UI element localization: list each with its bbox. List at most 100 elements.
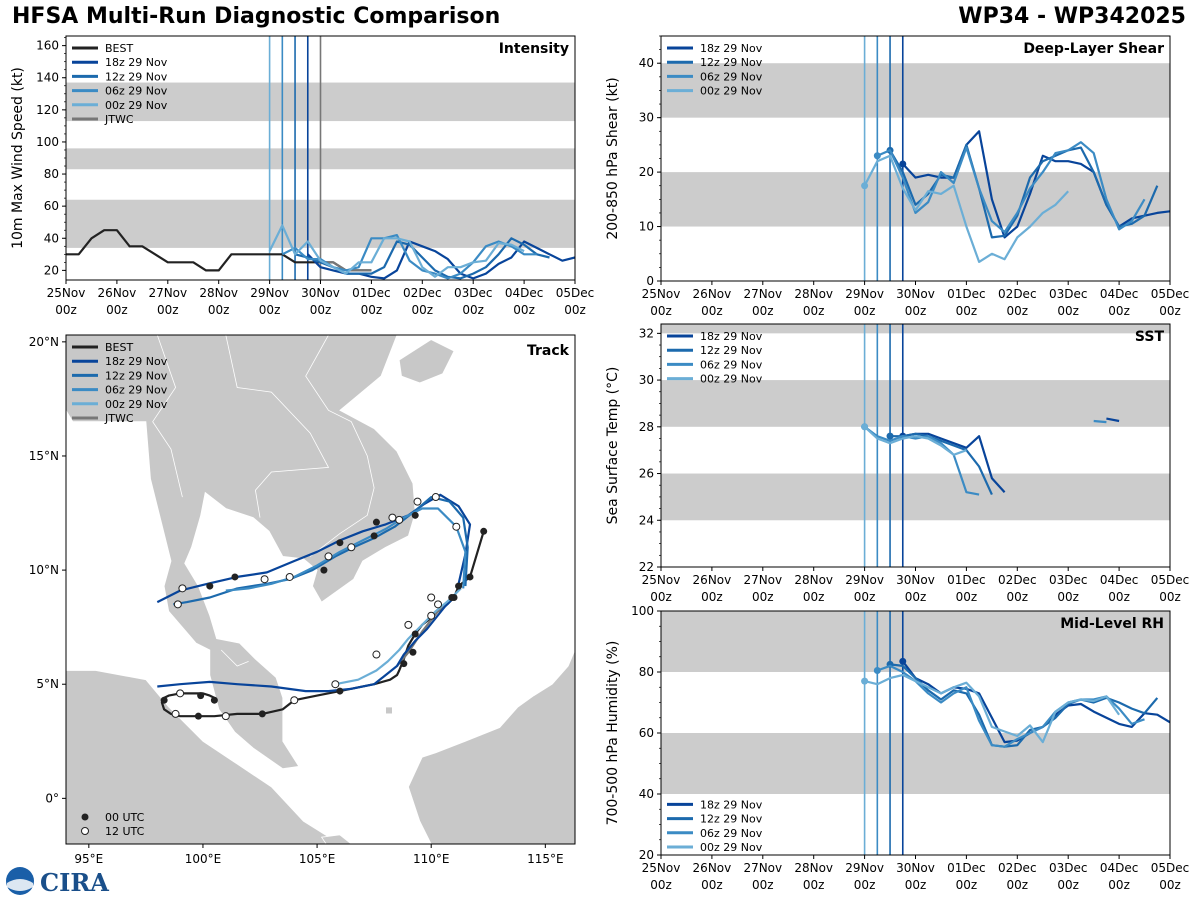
track-point-12utc	[431, 493, 440, 502]
x-tick-label: 01Dec	[947, 287, 986, 301]
track-line	[156, 493, 472, 604]
x-tick-sublabel: 00z	[259, 303, 281, 317]
track-point-00utc	[194, 712, 202, 720]
series-start-point	[861, 677, 869, 685]
y-tick-label: 28	[639, 420, 654, 434]
x-tick-label: 04Dec	[1100, 287, 1139, 301]
land-area	[320, 834, 352, 844]
panel-title: Track	[527, 343, 570, 359]
x-tick-label: 04Dec	[1100, 861, 1139, 875]
x-tick-sublabel: 00z	[752, 590, 774, 604]
legend-label: 00z 29 Nov	[700, 373, 763, 386]
x-tick-label: 03Dec	[454, 286, 493, 300]
series-start-point	[886, 432, 894, 440]
legend-label: BEST	[105, 42, 133, 55]
y-tick-label: 80	[44, 167, 59, 181]
legend-label: 18z 29 Nov	[700, 42, 763, 55]
track-point-00utc	[448, 593, 456, 601]
x-tick-sublabel: 00z	[650, 878, 672, 892]
series-start-point	[873, 666, 881, 674]
x-tick-sublabel: 00z	[1159, 590, 1181, 604]
track-point-12utc	[413, 497, 422, 506]
x-tick-sublabel: 00z	[310, 303, 332, 317]
x-tick-sublabel: 00z	[650, 590, 672, 604]
legend-label: 06z 29 Nov	[105, 384, 168, 397]
y-tick-label: 100	[36, 135, 59, 149]
x-tick-sublabel: 00z	[701, 590, 723, 604]
series-group	[66, 224, 575, 280]
legend-label: 12z 29 Nov	[700, 56, 763, 69]
track-line	[157, 594, 458, 693]
x-tick-sublabel: 00z	[803, 590, 825, 604]
x-tick-label: 03Dec	[1049, 287, 1088, 301]
y-axis-label: Sea Surface Temp (°C)	[605, 367, 621, 525]
x-tick-label: 29Nov	[845, 287, 884, 301]
x-tick-sublabel: 00z	[854, 304, 876, 318]
track-point-00utc	[258, 710, 266, 718]
legend-label: 06z 29 Nov	[105, 85, 168, 98]
panel-title: Intensity	[499, 41, 569, 57]
x-tick-label: 28Nov	[794, 573, 833, 587]
track-point-00utc	[411, 511, 419, 519]
threshold-band	[661, 172, 1170, 227]
x-tick-sublabel: 00z	[803, 878, 825, 892]
legend-label: 00z 29 Nov	[700, 85, 763, 98]
x-tick-label: 02Dec	[998, 287, 1037, 301]
track-point-00utc	[336, 687, 344, 695]
track-point-12utc	[171, 709, 180, 718]
x-tick-sublabel: 00z	[905, 878, 927, 892]
x-tick-sublabel: 00z	[956, 304, 978, 318]
land-area	[407, 649, 575, 844]
marker-legend-label: 00 UTC	[105, 811, 145, 824]
threshold-band	[661, 324, 1170, 334]
track-point-12utc	[324, 552, 333, 561]
track-point-12utc	[372, 650, 381, 659]
track-point-12utc	[434, 600, 443, 609]
y-tick-label: 30	[639, 111, 654, 125]
y-axis-label: 700-500 hPa Humidity (%)	[605, 641, 621, 826]
lon-tick-label: 100°E	[185, 852, 222, 866]
x-tick-label: 30Nov	[301, 286, 340, 300]
marker-legend-12utc-icon	[81, 827, 89, 835]
threshold-band	[661, 733, 1170, 794]
x-tick-label: 26Nov	[693, 287, 732, 301]
series-line	[889, 663, 1159, 748]
legend-label: 00z 29 Nov	[105, 99, 168, 112]
border-line	[305, 335, 375, 557]
legend-label: 06z 29 Nov	[700, 358, 763, 371]
legend-label: 00z 29 Nov	[105, 398, 168, 411]
x-tick-sublabel: 00z	[1007, 304, 1029, 318]
y-tick-label: 24	[639, 513, 654, 527]
panel-title: Deep-Layer Shear	[1023, 41, 1164, 57]
border-line	[225, 335, 330, 518]
x-tick-sublabel: 00z	[1007, 878, 1029, 892]
track-point-12utc	[347, 543, 356, 552]
legend-label: JTWC	[104, 113, 134, 126]
track-point-00utc	[320, 566, 328, 574]
page-title: HFSA Multi-Run Diagnostic Comparison	[12, 4, 501, 29]
track-point-00utc	[197, 692, 205, 700]
x-tick-label: 02Dec	[998, 573, 1037, 587]
series-start-point	[899, 160, 907, 168]
lat-tick-label: 15°N	[29, 449, 59, 463]
x-tick-label: 30Nov	[896, 861, 935, 875]
lat-tick-label: 0°	[45, 791, 59, 805]
x-tick-sublabel: 00z	[1108, 304, 1130, 318]
x-tick-label: 28Nov	[794, 287, 833, 301]
x-tick-sublabel: 00z	[752, 878, 774, 892]
track-point-00utc	[409, 648, 417, 656]
x-tick-sublabel: 00z	[157, 303, 179, 317]
x-tick-sublabel: 00z	[208, 303, 230, 317]
y-tick-label: 40	[639, 787, 654, 801]
series-line	[863, 154, 1070, 263]
x-tick-label: 27Nov	[148, 286, 187, 300]
lat-tick-label: 20°N	[29, 335, 59, 349]
legend-label: 18z 29 Nov	[700, 798, 763, 811]
x-tick-label: 25Nov	[642, 287, 681, 301]
legend-label: 18z 29 Nov	[105, 56, 168, 69]
x-tick-label: 03Dec	[1049, 573, 1088, 587]
panel-track: 95°E 100°E 105°E 110°E 115°E 0° 5°N 10°N 15°N 20°…	[29, 334, 576, 866]
series-line	[863, 425, 967, 456]
x-tick-label: 28Nov	[794, 861, 833, 875]
